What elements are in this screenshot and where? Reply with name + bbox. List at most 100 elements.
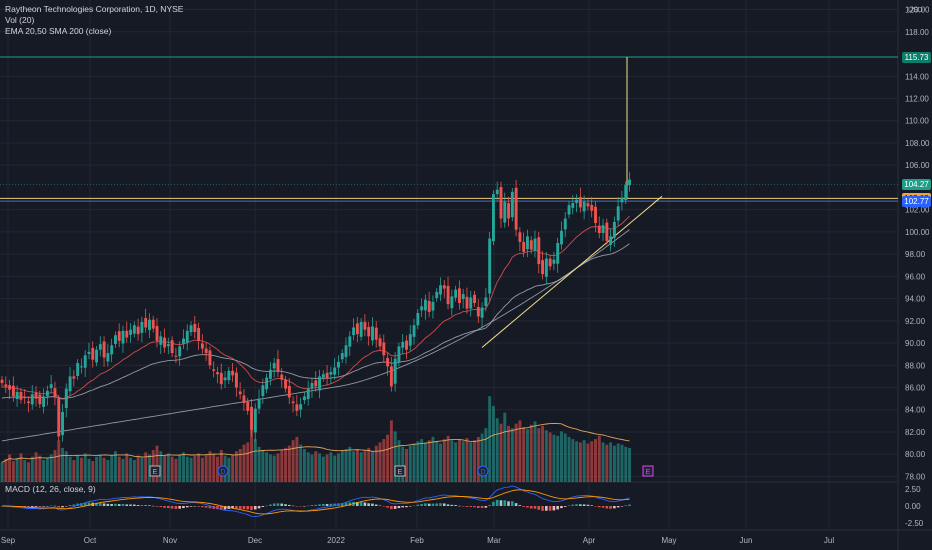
candle-body — [412, 325, 416, 337]
volume-bar — [348, 446, 352, 482]
volume-bar — [253, 439, 257, 482]
volume-bar — [234, 451, 238, 482]
volume-bar — [314, 451, 318, 482]
candle-body — [560, 230, 563, 245]
volume-bar — [594, 439, 597, 482]
candle-body — [405, 340, 408, 350]
candle-body — [340, 353, 344, 360]
macd-histogram-bar — [522, 506, 525, 507]
candle-body — [537, 237, 541, 265]
macd-histogram-bar — [605, 506, 609, 509]
volume-bar — [480, 433, 484, 482]
macd-histogram-bar — [367, 503, 370, 506]
macd-histogram-bar — [303, 506, 306, 507]
dividend-marker[interactable]: D — [477, 465, 489, 477]
candle-body — [397, 346, 401, 363]
volume-bar — [98, 454, 102, 482]
candle-body — [219, 372, 223, 385]
volume-bar — [117, 456, 121, 482]
candle-body — [114, 335, 117, 344]
volume-bar — [159, 451, 163, 482]
candle-body — [529, 240, 533, 250]
candle-body — [442, 285, 446, 289]
macd-histogram-bar — [68, 505, 72, 506]
volume-bar — [125, 453, 129, 482]
currency-label: USD — [908, 7, 923, 14]
candle-body — [333, 367, 337, 375]
macd-histogram-bar — [49, 505, 53, 507]
macd-histogram-bar — [223, 506, 227, 510]
macd-histogram-bar — [64, 506, 68, 507]
macd-histogram-bar — [72, 504, 76, 506]
volume-bar — [628, 447, 631, 482]
volume-bar — [276, 453, 280, 482]
volume-bar — [337, 453, 340, 482]
candle-body — [140, 321, 144, 333]
candle-body — [170, 340, 174, 354]
macd-histogram-bar — [382, 506, 386, 507]
macd-histogram-bar — [442, 503, 446, 506]
candle-body — [609, 236, 613, 245]
candle-body — [465, 296, 469, 309]
y-tick-label: 94.00 — [905, 295, 926, 304]
volume-bar — [590, 441, 594, 482]
earnings-marker[interactable]: E — [149, 465, 161, 477]
candle-body — [393, 358, 397, 384]
macd-histogram-bar — [412, 505, 416, 507]
candle-body — [276, 359, 280, 372]
candle-body — [423, 299, 427, 311]
candle-body — [189, 325, 193, 333]
moving-average-label[interactable]: EMA 20,50 SMA 200 (close) — [5, 26, 112, 36]
macd-histogram-bar — [340, 503, 344, 506]
macd-histogram-bar — [27, 506, 30, 508]
volume-bar — [431, 436, 435, 482]
macd-histogram-bar — [408, 506, 412, 507]
candle-body — [76, 363, 80, 376]
candle-body — [284, 379, 287, 389]
volume-bar — [386, 434, 390, 482]
earnings-marker[interactable]: E — [642, 465, 654, 477]
volume-bar — [268, 454, 272, 482]
x-tick-label: Dec — [248, 536, 262, 545]
candle-body — [148, 319, 151, 331]
candle-body — [321, 374, 325, 378]
volume-indicator-label[interactable]: Vol (20) — [5, 15, 35, 25]
volume-bar — [23, 460, 27, 482]
macd-label[interactable]: MACD (12, 26, close, 9) — [5, 484, 96, 494]
dividend-marker[interactable]: D — [217, 465, 229, 477]
macd-histogram-bar — [170, 506, 174, 509]
macd-histogram-bar — [439, 503, 442, 506]
macd-histogram-bar — [148, 505, 151, 506]
candle-body — [435, 291, 439, 298]
y-tick-label: 90.00 — [905, 339, 926, 348]
candle-body — [616, 206, 620, 221]
volume-bar — [170, 456, 174, 482]
macd-histogram-bar — [586, 504, 590, 506]
earnings-marker[interactable]: E — [394, 465, 406, 477]
macd-histogram-bar — [235, 506, 238, 509]
candle-body — [363, 321, 367, 330]
price-tag: 115.73 — [902, 51, 931, 63]
volume-bar — [38, 455, 42, 482]
macd-histogram-bar — [30, 506, 34, 507]
volume-bar — [178, 454, 182, 482]
y-tick-label: 82.00 — [905, 428, 926, 437]
candle-body — [427, 301, 431, 312]
price-tag: 104.27 — [902, 178, 931, 190]
volume-bar — [174, 458, 178, 482]
candle-body — [193, 323, 197, 332]
macd-histogram-bar — [201, 506, 204, 508]
volume-bar — [578, 442, 582, 482]
macd-histogram-bar — [261, 506, 265, 507]
volume-bar — [514, 423, 518, 482]
volume-bar — [571, 439, 575, 482]
candlesticks — [0, 171, 631, 442]
volume-bar — [560, 431, 563, 482]
candle-body — [42, 396, 46, 407]
volume-bar — [53, 450, 57, 482]
candle-body — [578, 196, 582, 208]
y-tick-label: 110.00 — [905, 117, 929, 126]
macd-histogram-bar — [548, 506, 552, 511]
